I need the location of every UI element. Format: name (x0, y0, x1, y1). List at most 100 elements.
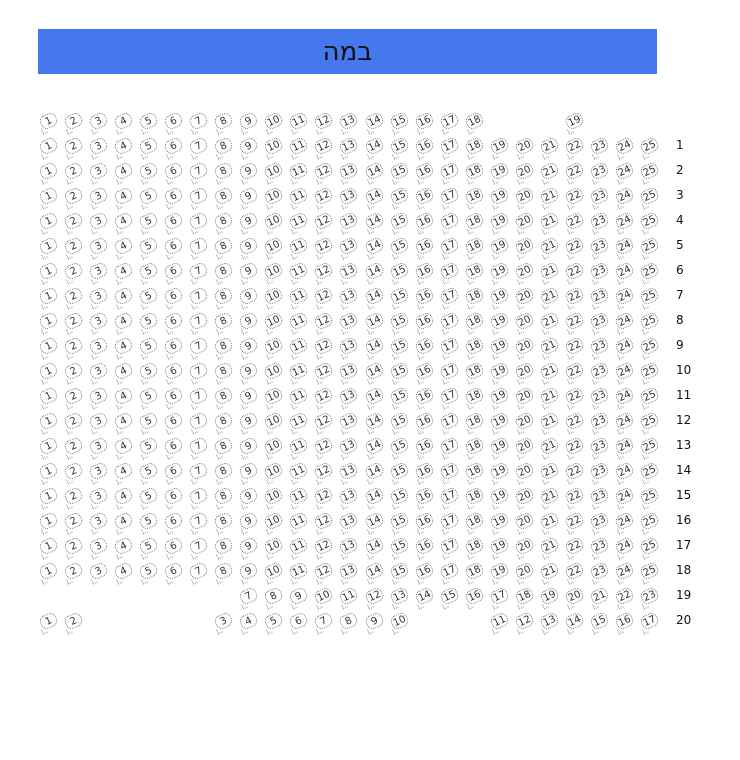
seat[interactable]: 5 (137, 161, 159, 181)
seat[interactable]: 4 (112, 211, 134, 231)
seat[interactable]: 7 (187, 136, 210, 156)
seat[interactable]: 13 (338, 436, 360, 456)
seat[interactable]: 11 (288, 311, 310, 331)
seat[interactable]: 9 (237, 111, 260, 131)
seat[interactable]: 15 (388, 261, 410, 281)
seat[interactable]: 19 (488, 336, 511, 356)
seat[interactable]: 19 (538, 586, 561, 606)
seat[interactable]: 6 (162, 161, 185, 181)
seat[interactable]: 25 (639, 536, 661, 556)
seat[interactable]: 16 (413, 511, 435, 531)
seat[interactable]: 15 (388, 511, 410, 531)
seat[interactable]: 15 (388, 461, 410, 481)
seat[interactable]: 7 (187, 286, 210, 306)
seat[interactable]: 15 (388, 536, 410, 556)
seat[interactable]: 20 (513, 261, 536, 281)
seat[interactable]: 11 (338, 586, 360, 606)
seat[interactable]: 13 (338, 561, 360, 581)
seat[interactable]: 3 (87, 511, 109, 531)
seat[interactable]: 1 (37, 111, 59, 131)
seat[interactable]: 7 (187, 386, 210, 406)
seat[interactable]: 12 (313, 536, 335, 556)
seat[interactable]: 24 (614, 186, 636, 206)
seat[interactable]: 15 (388, 211, 410, 231)
seat[interactable]: 20 (513, 311, 536, 331)
seat[interactable]: 22 (564, 536, 586, 556)
seat[interactable]: 5 (137, 236, 159, 256)
seat[interactable]: 19 (488, 386, 511, 406)
seat[interactable]: 11 (288, 211, 310, 231)
seat[interactable]: 7 (187, 561, 210, 581)
seat[interactable]: 5 (263, 611, 285, 631)
seat[interactable]: 8 (212, 511, 235, 531)
seat[interactable]: 2 (62, 211, 84, 231)
seat[interactable]: 24 (614, 361, 636, 381)
seat[interactable]: 1 (37, 136, 59, 156)
seat[interactable]: 22 (564, 436, 586, 456)
seat[interactable]: 25 (639, 161, 661, 181)
seat[interactable]: 8 (263, 586, 285, 606)
seat[interactable]: 9 (237, 536, 260, 556)
seat[interactable]: 7 (187, 261, 210, 281)
seat[interactable]: 4 (112, 511, 134, 531)
seat[interactable]: 7 (187, 111, 210, 131)
seat[interactable]: 8 (212, 261, 235, 281)
seat[interactable]: 6 (162, 436, 185, 456)
seat[interactable]: 19 (488, 561, 511, 581)
seat[interactable]: 5 (137, 136, 159, 156)
seat[interactable]: 11 (288, 286, 310, 306)
seat[interactable]: 15 (388, 411, 410, 431)
seat[interactable]: 10 (263, 511, 285, 531)
seat[interactable]: 8 (212, 361, 235, 381)
seat[interactable]: 3 (87, 386, 109, 406)
seat[interactable]: 2 (62, 561, 84, 581)
seat[interactable]: 2 (62, 536, 84, 556)
seat[interactable]: 13 (338, 386, 360, 406)
seat[interactable]: 17 (639, 611, 661, 631)
seat[interactable]: 11 (288, 561, 310, 581)
seat[interactable]: 13 (338, 211, 360, 231)
seat[interactable]: 15 (589, 611, 611, 631)
seat[interactable]: 13 (338, 336, 360, 356)
seat[interactable]: 10 (388, 611, 410, 631)
seat[interactable]: 15 (388, 436, 410, 456)
seat[interactable]: 9 (237, 186, 260, 206)
seat[interactable]: 16 (413, 336, 435, 356)
seat[interactable]: 23 (589, 261, 611, 281)
seat[interactable]: 16 (413, 561, 435, 581)
seat[interactable]: 24 (614, 486, 636, 506)
seat[interactable]: 3 (87, 411, 109, 431)
seat[interactable]: 7 (237, 586, 260, 606)
seat[interactable]: 23 (589, 161, 611, 181)
seat[interactable]: 20 (513, 386, 536, 406)
seat[interactable]: 20 (564, 586, 586, 606)
seat[interactable]: 12 (313, 236, 335, 256)
seat[interactable]: 21 (538, 486, 561, 506)
seat[interactable]: 2 (62, 461, 84, 481)
seat[interactable]: 16 (413, 436, 435, 456)
seat[interactable]: 6 (162, 236, 185, 256)
seat[interactable]: 18 (463, 561, 486, 581)
seat[interactable]: 1 (37, 536, 59, 556)
seat[interactable]: 9 (237, 436, 260, 456)
seat[interactable]: 9 (237, 411, 260, 431)
seat[interactable]: 24 (614, 286, 636, 306)
seat[interactable]: 19 (488, 486, 511, 506)
seat[interactable]: 19 (488, 536, 511, 556)
seat[interactable]: 14 (363, 386, 385, 406)
seat[interactable]: 4 (112, 561, 134, 581)
seat[interactable]: 21 (538, 561, 561, 581)
seat[interactable]: 18 (463, 461, 486, 481)
seat[interactable]: 14 (363, 411, 385, 431)
seat[interactable]: 7 (187, 311, 210, 331)
seat[interactable]: 10 (263, 261, 285, 281)
seat[interactable]: 25 (639, 336, 661, 356)
seat[interactable]: 18 (463, 161, 486, 181)
seat[interactable]: 20 (513, 411, 536, 431)
seat[interactable]: 17 (438, 311, 460, 331)
seat[interactable]: 14 (564, 611, 586, 631)
seat[interactable]: 19 (488, 311, 511, 331)
seat[interactable]: 18 (463, 286, 486, 306)
seat[interactable]: 9 (237, 561, 260, 581)
seat[interactable]: 4 (112, 536, 134, 556)
